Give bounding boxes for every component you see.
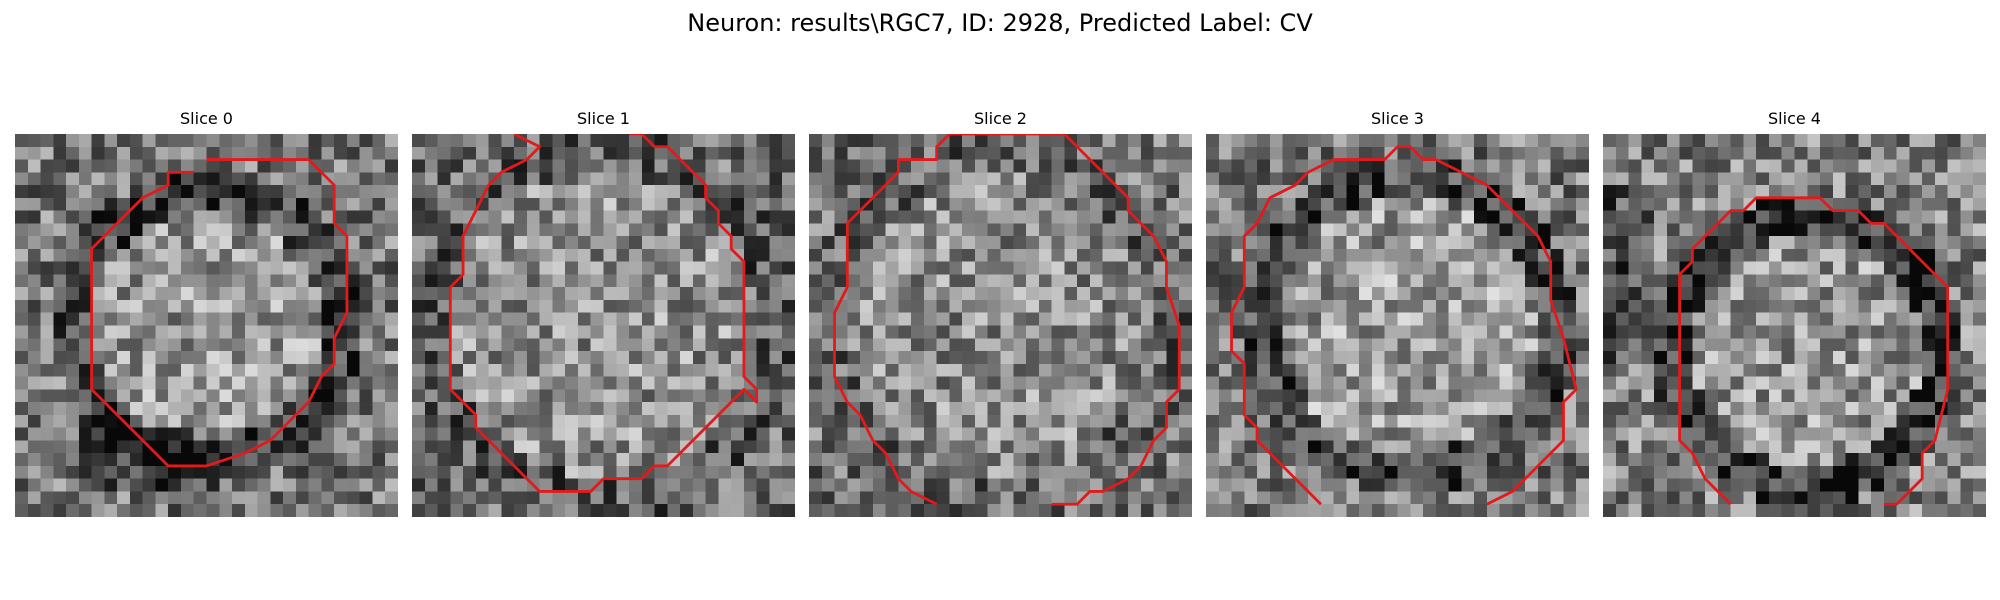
slice-image: [412, 134, 795, 517]
segmentation-contour: [833, 134, 1181, 506]
slice-title: Slice 0: [180, 109, 233, 128]
slice-title: Slice 4: [1768, 109, 1821, 128]
slice-panel-0: Slice 0: [15, 0, 398, 600]
slice-image: [1603, 134, 1986, 517]
segmentation-contour: [90, 158, 349, 468]
slice-title: Slice 3: [1371, 109, 1424, 128]
segmentation-contour: [1230, 145, 1578, 506]
slice-panel-2: Slice 2: [809, 0, 1192, 600]
slice-image: [1206, 134, 1589, 517]
segmentation-contour: [1678, 196, 1950, 506]
slice-image: [809, 134, 1192, 517]
slice-panel-4: Slice 4: [1603, 0, 1986, 600]
slice-panel-1: Slice 1: [412, 0, 795, 600]
segmentation-contour: [448, 134, 759, 493]
slice-title: Slice 1: [577, 109, 630, 128]
slice-title: Slice 2: [974, 109, 1027, 128]
figure-title: Neuron: results\RGC7, ID: 2928, Predicte…: [687, 9, 1313, 37]
slice-image: [15, 134, 398, 517]
slice-panel-3: Slice 3: [1206, 0, 1589, 600]
